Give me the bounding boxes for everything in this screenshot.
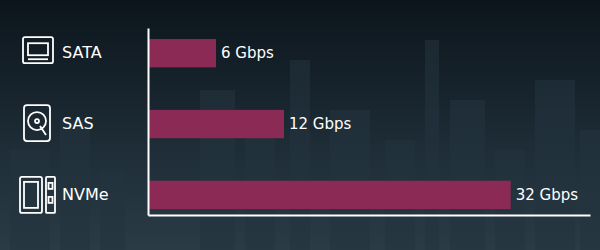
- building: [580, 130, 600, 250]
- building: [290, 60, 310, 250]
- icon-part: [49, 183, 53, 189]
- background: [0, 0, 600, 250]
- y-axis: SATA SAS NVMe: [62, 29, 149, 216]
- plot: SATA SAS NVMe 6 Gbps 12 Gbps 32 Gbps: [62, 29, 591, 216]
- data-label: 6 Gbps: [221, 44, 274, 62]
- icon-part: [28, 58, 48, 60]
- icon-part: [49, 197, 53, 203]
- building: [425, 40, 439, 250]
- category-label: SATA: [62, 43, 102, 62]
- icons: [20, 37, 55, 213]
- tick: SATA: [62, 43, 102, 62]
- category-label: NVMe: [62, 185, 109, 204]
- x-axis: [149, 215, 591, 216]
- building: [535, 80, 575, 250]
- icon-part: [46, 177, 55, 213]
- data-label: 32 Gbps: [516, 186, 579, 204]
- bars: [148, 39, 511, 209]
- category-label: SAS: [62, 114, 94, 133]
- icon-part: [40, 126, 46, 135]
- building: [10, 150, 50, 250]
- icon: [23, 37, 53, 63]
- bar: [148, 181, 511, 209]
- icon: [20, 177, 55, 213]
- y-axis-line: [148, 29, 150, 216]
- chart: SATA SAS NVMe 6 Gbps 12 Gbps 32 Gbps: [0, 0, 600, 250]
- building: [100, 170, 125, 250]
- tick: SAS: [62, 114, 94, 133]
- icon-part: [28, 112, 46, 130]
- icon-part: [24, 105, 50, 141]
- icon-part: [24, 182, 38, 208]
- bar: [148, 110, 284, 138]
- icon-part: [20, 177, 42, 213]
- tick: NVMe: [62, 185, 109, 204]
- bar: [148, 39, 216, 67]
- building: [450, 100, 485, 250]
- data-label: 12 Gbps: [289, 115, 352, 133]
- skyline: [10, 40, 600, 250]
- icon: [24, 105, 50, 141]
- icon-part: [35, 119, 39, 123]
- icon-part: [28, 43, 48, 55]
- data-labels: 6 Gbps 12 Gbps 32 Gbps: [221, 44, 578, 204]
- icon-part: [23, 37, 53, 63]
- x-axis-line: [149, 215, 591, 217]
